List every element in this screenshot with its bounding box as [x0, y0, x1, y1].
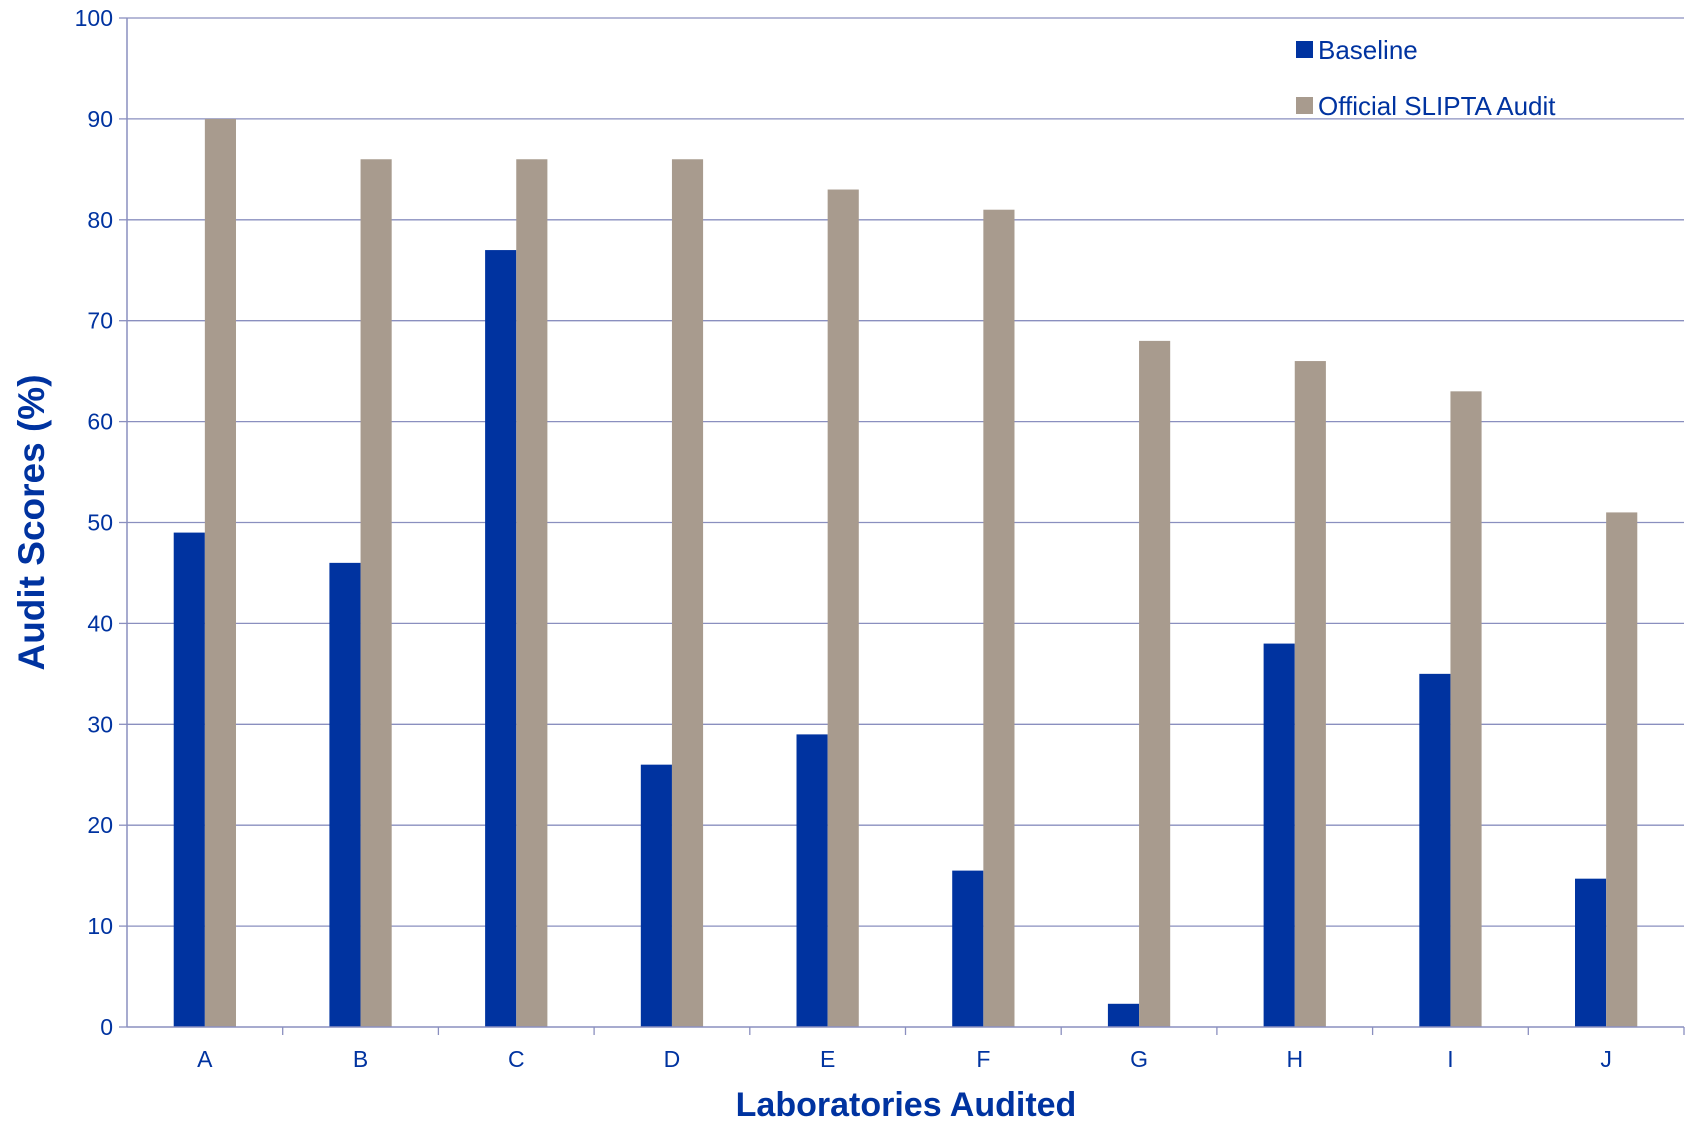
- x-tick-labels: A B C D E F G H I J: [197, 1046, 1612, 1072]
- bar-baseline-d: [640, 764, 672, 1027]
- x-tick-label: E: [820, 1046, 835, 1072]
- y-tick-label: 80: [87, 207, 113, 233]
- y-tick-label: 70: [87, 308, 113, 334]
- legend-swatch-baseline: [1296, 41, 1313, 58]
- y-tick-label: 50: [87, 510, 113, 536]
- y-tick-label: 10: [87, 913, 113, 939]
- bar-baseline-a: [173, 532, 205, 1027]
- x-axis-title: Laboratories Audited: [736, 1086, 1077, 1121]
- y-tick-label: 100: [75, 5, 113, 31]
- x-tick-label: G: [1130, 1046, 1148, 1072]
- bar-slipta-e: [827, 189, 859, 1027]
- y-tick-label: 90: [87, 106, 113, 132]
- x-tick-label: J: [1600, 1046, 1612, 1072]
- x-tick-label: F: [976, 1046, 990, 1072]
- bar-slipta-d: [671, 159, 704, 1027]
- y-tick-label: 0: [100, 1014, 113, 1040]
- bar-slipta-a: [204, 118, 236, 1027]
- bar-baseline-e: [796, 734, 828, 1027]
- y-tick-label: 40: [87, 610, 113, 636]
- x-tick-label: C: [508, 1046, 525, 1072]
- bar-slipta-i: [1450, 391, 1482, 1028]
- y-tick-label: 60: [87, 409, 113, 435]
- axes: [119, 17, 1685, 1035]
- y-axis-title: Audit Scores (%): [11, 374, 52, 670]
- legend: Baseline Official SLIPTA Audit: [1296, 35, 1556, 121]
- bar-baseline-h: [1263, 643, 1295, 1027]
- legend-label: Official SLIPTA Audit: [1318, 91, 1556, 121]
- x-tick-label: H: [1286, 1046, 1303, 1072]
- x-tick-label: B: [353, 1046, 368, 1072]
- bar-slipta-f: [983, 209, 1015, 1027]
- bar-slipta-h: [1294, 361, 1326, 1027]
- x-tick-label: I: [1447, 1046, 1453, 1072]
- y-tick-labels: 0 10 20 30 40 50 60 70 80 90 100: [75, 5, 113, 1040]
- bar-baseline-j: [1575, 878, 1607, 1027]
- legend-label: Baseline: [1318, 35, 1418, 65]
- bar-slipta-j: [1606, 512, 1638, 1027]
- bar-baseline-g: [1107, 1003, 1140, 1027]
- x-tick-label: D: [664, 1046, 681, 1072]
- bar-baseline-c: [485, 250, 517, 1027]
- bar-baseline-f: [952, 870, 984, 1027]
- bar-slipta-c: [516, 159, 548, 1027]
- bar-baseline-b: [329, 562, 361, 1027]
- bar-slipta-g: [1139, 340, 1171, 1027]
- bar-slipta-b: [360, 159, 392, 1027]
- x-tick-label: A: [197, 1046, 213, 1072]
- bar-baseline-i: [1419, 673, 1451, 1027]
- y-tick-label: 20: [87, 812, 113, 838]
- y-tick-label: 30: [87, 711, 113, 737]
- bars: [173, 118, 1638, 1028]
- legend-swatch-slipta: [1296, 97, 1313, 114]
